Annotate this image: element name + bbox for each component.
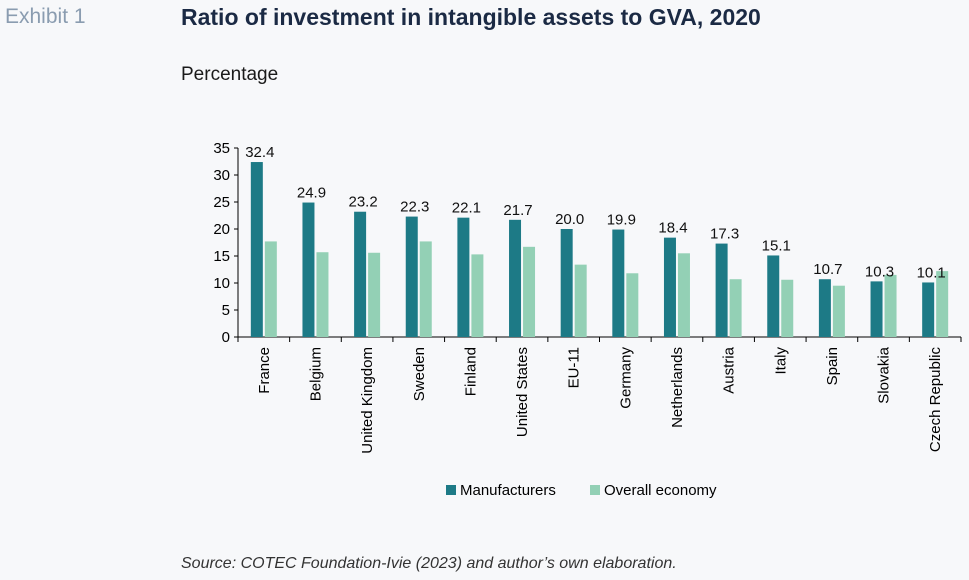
x-tick-label: Italy — [772, 347, 789, 375]
bar-manufacturers — [354, 211, 367, 337]
x-tick-label: Belgium — [307, 347, 324, 401]
bar-manufacturers — [715, 243, 728, 337]
bar-overall-economy — [574, 264, 587, 337]
bar-manufacturers — [560, 229, 573, 337]
chart-title: Ratio of investment in intangible assets… — [181, 4, 761, 30]
bar-manufacturers — [818, 279, 831, 337]
bar-overall-economy — [471, 254, 484, 337]
x-tick-label: United Kingdom — [359, 347, 376, 454]
data-label: 32.4 — [245, 144, 274, 161]
x-tick-label: EU-11 — [566, 347, 583, 388]
exhibit-label: Exhibit 1 — [5, 5, 86, 28]
bar-manufacturers — [509, 219, 522, 337]
x-tick-label: Sweden — [411, 347, 428, 401]
y-tick-label: 20 — [213, 221, 230, 238]
data-label: 21.7 — [503, 202, 532, 219]
bar-overall-economy — [677, 253, 690, 337]
y-tick-label: 0 — [222, 329, 230, 346]
data-label: 18.4 — [658, 220, 687, 237]
data-label: 10.7 — [813, 261, 842, 278]
data-label: 17.3 — [710, 226, 739, 243]
bar-overall-economy — [884, 274, 897, 337]
x-tick-label: Germany — [617, 347, 634, 409]
data-label: 10.3 — [865, 263, 894, 280]
bar-overall-economy — [368, 252, 381, 337]
source-note: Source: COTEC Foundation-Ivie (2023) and… — [181, 555, 677, 572]
bar-manufacturers — [922, 282, 935, 337]
x-tick-label: United States — [514, 347, 531, 437]
data-label: 22.1 — [452, 200, 481, 217]
x-tick-label: France — [256, 347, 273, 394]
x-tick-label: Finland — [462, 347, 479, 396]
data-label: 20.0 — [555, 211, 584, 228]
data-label: 22.3 — [400, 199, 429, 216]
bar-manufacturers — [457, 217, 470, 337]
bar-overall-economy — [832, 285, 845, 337]
bar-manufacturers — [250, 162, 263, 337]
y-tick-label: 5 — [222, 302, 230, 319]
data-label: 10.1 — [917, 264, 946, 281]
legend-swatch-manufacturers — [446, 485, 456, 495]
bar-manufacturers — [663, 237, 676, 337]
x-tick-label: Austria — [721, 346, 738, 393]
bar-manufacturers — [612, 229, 625, 337]
x-tick-label: Slovakia — [876, 346, 893, 403]
bar-overall-economy — [626, 273, 639, 337]
y-tick-label: 15 — [213, 248, 230, 265]
legend-swatch-overall-economy — [590, 485, 600, 495]
legend-label-manufacturers: Manufacturers — [460, 482, 556, 499]
legend-label-overall-economy: Overall economy — [604, 482, 717, 499]
bar-overall-economy — [523, 246, 536, 337]
bar-overall-economy — [419, 241, 432, 337]
bar-manufacturers — [870, 281, 883, 337]
y-tick-label: 35 — [213, 140, 230, 157]
chart-subtitle: Percentage — [181, 64, 279, 85]
data-label: 19.9 — [607, 212, 636, 229]
bar-overall-economy — [264, 241, 277, 337]
bar-overall-economy — [781, 279, 794, 337]
bar-manufacturers — [767, 255, 780, 337]
bar-overall-economy — [936, 271, 949, 337]
x-tick-label: Czech Republic — [927, 347, 944, 453]
bar-manufacturers — [302, 202, 315, 337]
y-tick-label: 10 — [213, 275, 230, 292]
data-label: 23.2 — [349, 194, 378, 211]
y-tick-label: 25 — [213, 194, 230, 211]
data-label: 24.9 — [297, 185, 326, 202]
bar-overall-economy — [729, 279, 742, 337]
x-tick-label: Spain — [824, 347, 841, 385]
bar-overall-economy — [316, 252, 329, 337]
bar-manufacturers — [405, 216, 418, 337]
y-tick-label: 30 — [213, 167, 230, 184]
x-tick-label: Netherlands — [669, 347, 686, 428]
data-label: 15.1 — [762, 237, 791, 254]
